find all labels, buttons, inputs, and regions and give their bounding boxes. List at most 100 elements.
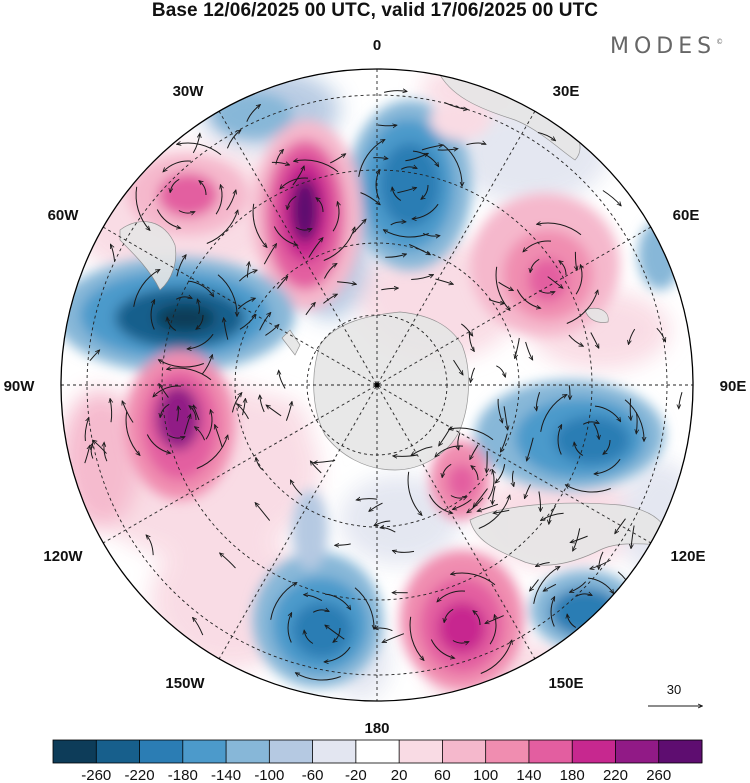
streamline-arrow bbox=[594, 458, 621, 474]
streamline-arrow bbox=[503, 406, 508, 429]
colorbar-tick-label: -140 bbox=[211, 767, 241, 783]
streamline-arrow bbox=[352, 220, 366, 234]
streamline-arrow bbox=[453, 359, 463, 375]
streamline-arrow bbox=[450, 495, 467, 498]
colorbar-tick-label: 260 bbox=[646, 767, 671, 783]
streamline-arrow bbox=[575, 251, 576, 270]
streamline-arrow bbox=[383, 633, 405, 643]
anomaly-field bbox=[61, 93, 682, 690]
streamline-arrow bbox=[270, 583, 297, 620]
streamline-arrow bbox=[480, 640, 512, 674]
streamline-arrow bbox=[385, 254, 406, 258]
streamline-arrow bbox=[501, 433, 508, 452]
south-pole-marker bbox=[374, 382, 380, 388]
streamline-arrow bbox=[496, 464, 506, 483]
streamline-arrow bbox=[199, 181, 207, 196]
streamline-arrow bbox=[89, 350, 100, 362]
streamline-arrow bbox=[631, 525, 635, 549]
streamline-arrow bbox=[516, 289, 540, 309]
streamline-arrow bbox=[237, 298, 255, 310]
meridian-label-30e: 30E bbox=[553, 83, 580, 100]
streamline-arrow bbox=[527, 437, 534, 461]
streamline-arrow bbox=[478, 503, 499, 511]
colorbar-tick-label: 100 bbox=[473, 767, 498, 783]
streamline-arrow bbox=[471, 466, 479, 481]
streamline-arrow bbox=[559, 261, 567, 276]
streamline-arrow bbox=[496, 365, 505, 377]
streamline-arrow bbox=[412, 203, 439, 219]
streamline-arrow bbox=[566, 485, 611, 493]
streamline-arrow bbox=[260, 395, 265, 413]
streamline-arrow bbox=[275, 150, 283, 165]
streamline-arrow bbox=[494, 509, 510, 513]
streamline-arrow bbox=[247, 262, 249, 278]
streamline-arrow bbox=[487, 470, 494, 500]
streamline-arrow bbox=[557, 425, 561, 455]
streamline-arrow bbox=[392, 188, 402, 201]
streamline-arrow bbox=[292, 166, 304, 186]
streamline-arrow bbox=[409, 244, 430, 255]
streamline-arrow bbox=[569, 385, 570, 399]
streamline-arrow bbox=[226, 130, 240, 149]
streamline-arrow bbox=[452, 640, 469, 643]
colorbar-swatch bbox=[528, 740, 573, 763]
streamline-arrow bbox=[246, 105, 260, 122]
colorbar-tick-label: 20 bbox=[391, 767, 408, 783]
streamline-arrow bbox=[430, 639, 454, 659]
streamline-arrow bbox=[533, 567, 560, 604]
streamline-arrow bbox=[312, 610, 329, 613]
streamline-arrow bbox=[596, 611, 604, 626]
streamline-arrow bbox=[498, 281, 513, 290]
colorbar-tick-label: -20 bbox=[345, 767, 367, 783]
streamline-arrow bbox=[324, 646, 351, 662]
streamline-arrow bbox=[177, 143, 222, 156]
streamline-arrow bbox=[411, 275, 433, 280]
streamline-arrow bbox=[167, 368, 212, 381]
streamline-arrow bbox=[93, 440, 107, 454]
colorbar-tick-label: 60 bbox=[434, 767, 451, 783]
streamline-arrow bbox=[375, 170, 379, 200]
meridian-label-60e: 60E bbox=[673, 207, 700, 224]
streamline-arrow bbox=[487, 451, 488, 472]
streamline-arrow bbox=[206, 210, 238, 244]
streamline-arrow bbox=[587, 630, 614, 646]
streamline-arrow bbox=[287, 613, 291, 643]
streamline-arrow bbox=[189, 406, 197, 421]
streamline-arrow bbox=[198, 299, 200, 315]
streamline-arrow bbox=[104, 443, 108, 462]
streamline-arrow bbox=[599, 551, 604, 569]
colorbar-tick-labels: -260 -220 -180 -140 -100 -60 -20 20 60 100 140 180 2… bbox=[81, 767, 671, 783]
streamline-arrow bbox=[175, 297, 192, 300]
streamline-arrow bbox=[603, 439, 611, 454]
streamline-arrow bbox=[323, 227, 355, 261]
streamline-arrow bbox=[215, 425, 223, 447]
streamline-arrow bbox=[393, 551, 415, 553]
meridian-label-120w: 120W bbox=[43, 548, 83, 565]
streamline-arrow bbox=[178, 210, 195, 213]
streamline-arrow bbox=[497, 398, 502, 423]
streamline-arrow bbox=[473, 611, 481, 626]
streamline-arrow bbox=[539, 491, 541, 512]
streamline-arrow bbox=[279, 371, 286, 389]
streamline-arrow bbox=[442, 463, 452, 477]
streamline-arrow bbox=[220, 553, 236, 569]
streamline-arrow bbox=[451, 573, 496, 586]
colorbar-swatch bbox=[269, 740, 314, 763]
streamline-arrow bbox=[333, 627, 341, 642]
streamline-arrow bbox=[571, 535, 588, 542]
streamline-arrow bbox=[305, 303, 315, 316]
meridian-label-150e: 150E bbox=[548, 675, 583, 692]
colorbar-tick-label: 220 bbox=[603, 767, 628, 783]
streamline-arrow bbox=[567, 615, 577, 628]
streamline-arrow bbox=[168, 435, 185, 438]
graticule bbox=[61, 69, 693, 701]
streamline-arrow bbox=[201, 355, 212, 375]
streamline-arrow bbox=[422, 232, 439, 236]
streamline-arrow bbox=[357, 499, 378, 500]
streamline-arrow bbox=[540, 395, 567, 432]
streamline-arrow bbox=[358, 140, 385, 177]
brand-text: MODES bbox=[610, 34, 717, 59]
streamline-arrow bbox=[335, 544, 351, 545]
streamline-arrow bbox=[439, 426, 452, 446]
streamline-arrow bbox=[295, 227, 312, 230]
